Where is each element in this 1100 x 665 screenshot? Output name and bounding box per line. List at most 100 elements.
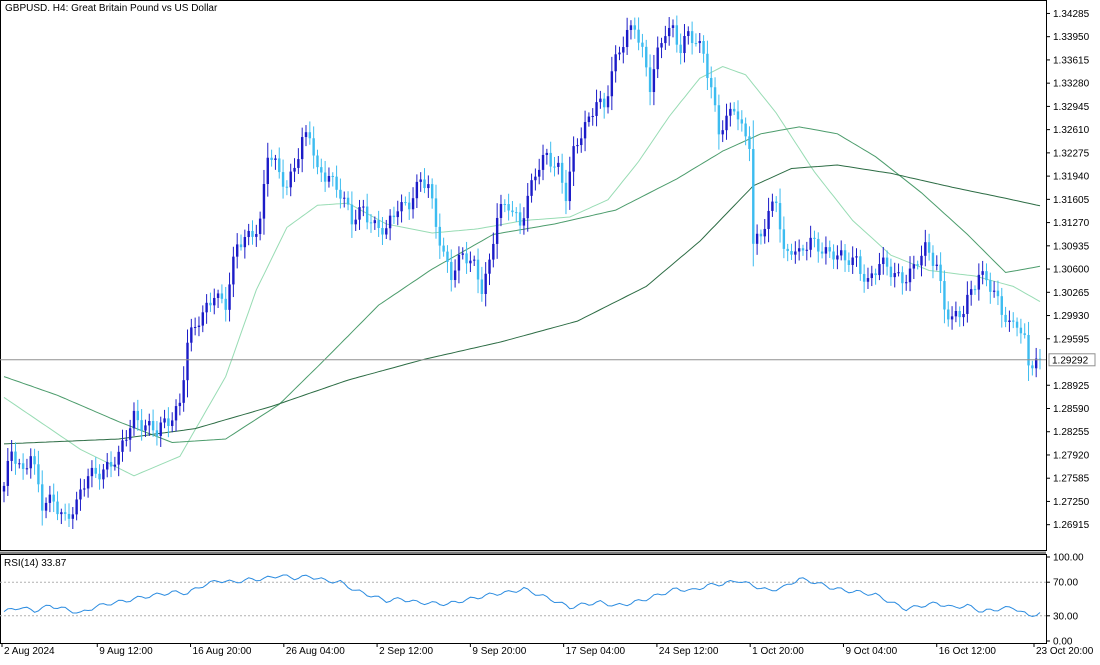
candle [767, 197, 770, 243]
candle [752, 120, 755, 267]
candle-body [675, 25, 679, 45]
candle-body [239, 244, 243, 248]
candle [538, 158, 541, 185]
candle-body [381, 228, 384, 235]
candle [159, 416, 162, 447]
candle-body [606, 96, 610, 108]
candle-body [671, 25, 675, 28]
candle [297, 148, 300, 174]
price-axis-label: 1.26915 [1053, 520, 1090, 531]
candle-body [996, 290, 1000, 297]
price-axis-label: 1.30600 [1053, 265, 1090, 276]
candle [281, 159, 285, 199]
candle-body [346, 197, 350, 205]
candle-body [694, 43, 698, 45]
candle-body [541, 154, 545, 170]
candle [44, 497, 48, 519]
candle-body [656, 47, 659, 70]
candle [457, 246, 461, 284]
candle [274, 154, 277, 170]
candle-body [52, 494, 55, 502]
candle-body [981, 271, 984, 275]
candle-body [931, 252, 935, 266]
candle-body [373, 220, 377, 224]
candle-body [553, 166, 556, 168]
candle [908, 256, 912, 292]
candle-body [878, 264, 881, 276]
candle [828, 240, 831, 258]
candle [648, 54, 652, 106]
candle [67, 503, 71, 527]
candle-body [388, 215, 392, 229]
price-axis-label: 1.29930 [1053, 311, 1090, 322]
candle [973, 285, 977, 295]
candle [343, 191, 346, 208]
candle [920, 245, 923, 277]
candle-body [155, 430, 159, 436]
candle [694, 33, 698, 47]
candle-body [989, 280, 992, 292]
candle [503, 199, 506, 213]
candle-body [992, 290, 996, 292]
candle [1034, 347, 1038, 378]
candle [484, 262, 487, 307]
candle-body [18, 463, 21, 465]
candle-body [63, 512, 67, 514]
candle [981, 260, 984, 285]
candle [83, 479, 86, 497]
candle [625, 17, 629, 55]
candle [985, 263, 988, 287]
candle [392, 206, 396, 225]
candle-body [33, 456, 36, 465]
candle [916, 260, 919, 270]
candle [320, 158, 323, 183]
candle-body [94, 467, 97, 474]
candle [408, 191, 411, 220]
candle-body [75, 499, 78, 515]
candle-body [1034, 358, 1038, 369]
candle [427, 175, 430, 198]
candle-body [365, 206, 369, 223]
candle [893, 262, 896, 288]
candle-body [193, 327, 197, 329]
candle-body [312, 138, 315, 156]
candle [308, 121, 312, 145]
candle [262, 169, 266, 235]
candle-body [507, 204, 510, 211]
price-panel: 1.34285 1.33950 1.33615 1.33280 1.32945 1.326… [0, 0, 1096, 555]
candle-body [251, 230, 254, 237]
candle-body [969, 289, 973, 295]
candle [725, 103, 728, 140]
candle [205, 294, 208, 324]
price-axis-label: 1.33280 [1053, 79, 1090, 90]
candle [469, 251, 472, 273]
candle [859, 249, 862, 281]
time-axis-label: 16 Aug 20:00 [193, 646, 252, 657]
candle [541, 144, 545, 181]
candle-body [37, 464, 40, 485]
candle [492, 232, 495, 268]
candle [580, 127, 583, 153]
candle-body [763, 228, 766, 237]
rsi-panel-frame [0, 554, 1047, 644]
candle [992, 281, 996, 298]
candle-body [182, 380, 185, 403]
candle-body [171, 420, 174, 426]
candle-body [186, 342, 189, 381]
candle [98, 464, 101, 490]
candle [599, 90, 602, 109]
candle [656, 36, 659, 79]
candle-body [136, 410, 140, 421]
candle-body [343, 197, 346, 199]
price-panel-frame [0, 0, 1047, 551]
candle [151, 409, 155, 437]
candle [664, 25, 667, 50]
candle-body [805, 249, 809, 251]
time-axis-label: 26 Aug 04:00 [286, 646, 345, 657]
candle [365, 193, 369, 230]
candle-body [492, 243, 495, 260]
candle [52, 483, 55, 513]
candle-body [411, 198, 415, 210]
